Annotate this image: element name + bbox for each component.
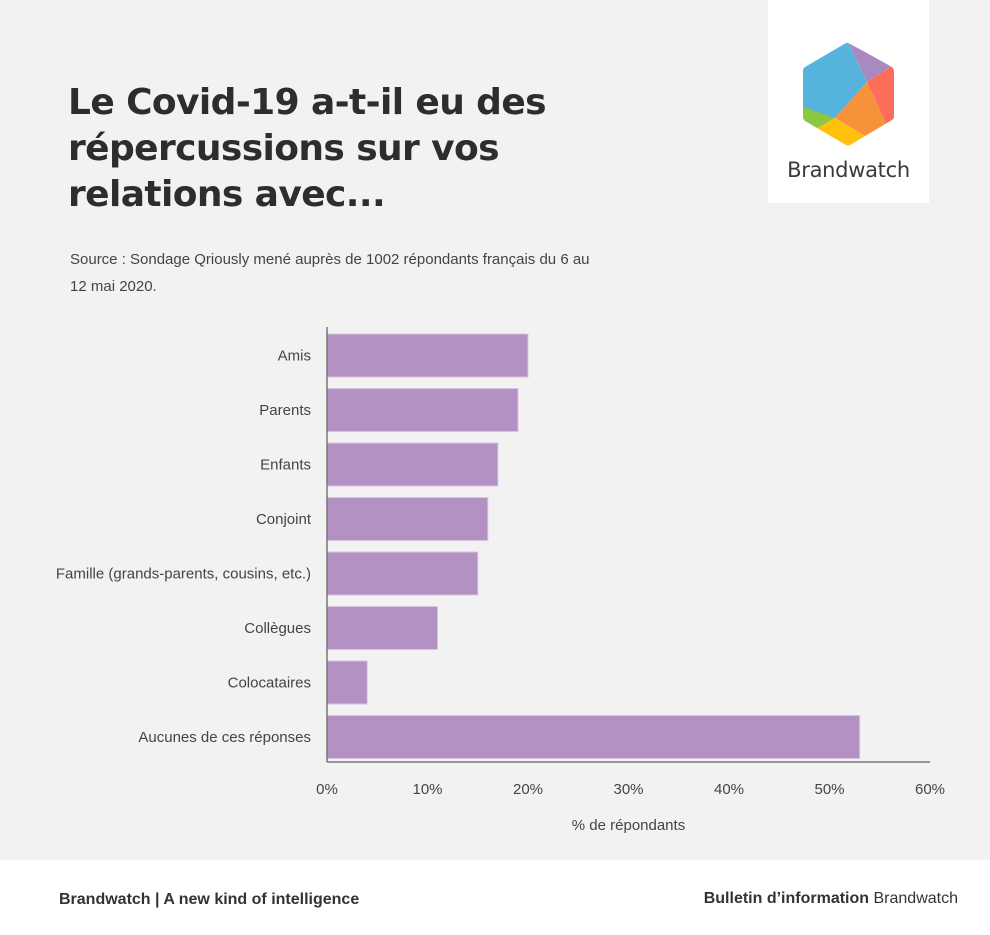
bar — [326, 551, 479, 596]
x-tick-label: 10% — [412, 781, 442, 798]
bar — [326, 497, 489, 541]
footer-newsletter-brand: Brandwatch — [873, 890, 959, 907]
bar-chart: Amis Parents Enfants Conjoint Famille (grand… — [56, 327, 945, 834]
category-label: Colocataires — [228, 675, 311, 692]
brand-logo: Brandwatch — [768, 0, 929, 203]
bar — [326, 660, 368, 705]
x-tick-label: 50% — [814, 781, 844, 798]
chart-title: Le Covid-19 a-t-il eu des répercussions … — [68, 82, 547, 215]
x-tick-label: 0% — [316, 781, 338, 798]
bar — [326, 333, 529, 378]
bar — [326, 715, 861, 759]
logo-orange-wedge — [835, 82, 888, 140]
footer-tagline: Brandwatch | A new kind of intelligence — [59, 891, 360, 908]
source-note: Source : Sondage Qriously mené auprès de… — [70, 251, 590, 295]
logo-wordmark: Brandwatch — [787, 158, 910, 182]
footer: Brandwatch | A new kind of intelligence … — [0, 860, 990, 935]
bar — [326, 388, 519, 432]
bar — [326, 606, 439, 650]
category-label: Enfants — [260, 457, 311, 474]
category-label: Collègues — [244, 620, 311, 637]
category-label: Aucunes de ces réponses — [138, 729, 311, 746]
bar — [326, 442, 499, 487]
category-label: Conjoint — [256, 511, 312, 528]
logo-red-wedge — [867, 62, 894, 130]
hexagon-logo-icon — [803, 43, 894, 146]
infographic-body: Le Covid-19 a-t-il eu des répercussions … — [55, 0, 946, 834]
x-tick-label: 40% — [714, 781, 744, 798]
footer-newsletter: Bulletin d’information Brandwatch — [704, 890, 958, 908]
x-axis-title: % de répondants — [572, 817, 685, 834]
category-label: Famille (grands-parents, cousins, etc.) — [56, 566, 311, 583]
footer-newsletter-bold: Bulletin d’information — [703, 890, 870, 907]
x-tick-label: 30% — [613, 781, 643, 798]
x-tick-label: 20% — [513, 781, 543, 798]
category-label: Amis — [278, 348, 311, 365]
x-tick-label: 60% — [915, 781, 945, 798]
category-label: Parents — [259, 402, 311, 419]
